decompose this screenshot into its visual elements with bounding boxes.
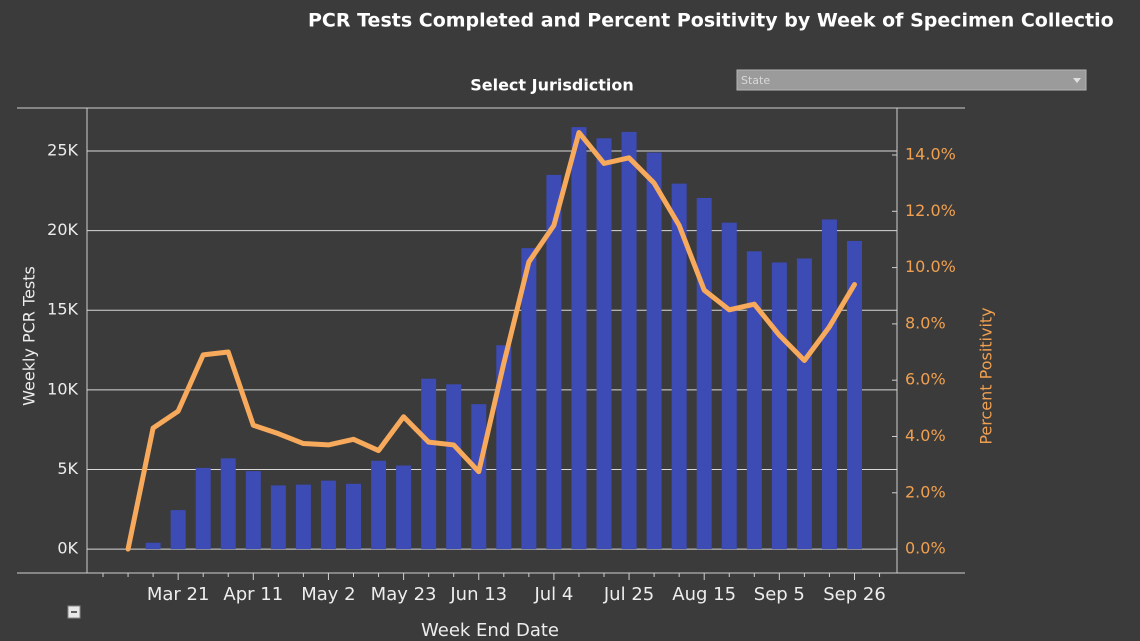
dropdown[interactable]: State [736,69,1087,91]
bar [245,471,261,550]
y-tick-label: 10K [47,379,78,398]
y2-tick-label: 0.0% [905,539,946,558]
x-tick-label: Apr 11 [223,584,283,605]
y-tick-label: 25K [47,140,78,159]
y2-tick-label: 12.0% [905,201,956,220]
y2-tick-label: 6.0% [905,370,946,389]
line [125,129,857,552]
x-tick-label: Mar 21 [147,584,210,605]
y-tick-label: 0K [57,539,78,558]
bar [145,542,161,550]
bar [646,152,662,550]
bar [546,174,562,550]
bar [170,510,186,550]
bar [446,384,462,550]
y2-tick-label: 2.0% [905,482,946,501]
x-axis-title: Week End Date [421,620,559,641]
bar [195,467,211,550]
y2-tick-label: 14.0% [905,145,956,164]
bar [396,465,412,550]
x-tick-label: Aug 15 [672,584,736,605]
bar [270,485,286,550]
bar [371,460,387,550]
bar [320,480,336,550]
bar [671,183,687,550]
chart-title: PCR Tests Completed and Percent Positivi… [308,10,1114,32]
dropdown-arrow [1073,78,1081,83]
y2-tick-label: 4.0% [905,426,946,445]
bar [471,404,487,550]
bar [746,251,762,550]
bar [496,345,512,550]
bar [721,222,737,550]
x-tick-label: Sep 5 [754,584,805,605]
bar [847,240,862,550]
x-tick-label: Jul 4 [533,584,573,605]
bar [346,483,361,550]
bar [621,131,637,550]
bar [771,262,787,550]
y2-tick-label: 10.0% [905,257,956,276]
bar [571,127,587,550]
y-tick-label: 15K [47,300,78,319]
bar [521,248,537,550]
x-tick-label: Jul 25 [603,584,654,605]
bar [796,258,812,550]
y-tick-label: 20K [47,220,78,239]
dropdown-value[interactable]: State [741,74,770,87]
x-tick-label: Sep 26 [823,584,886,605]
x-tick-label: May 2 [301,584,355,605]
collapse-icon[interactable] [67,605,81,619]
bar [696,197,712,550]
y-axis-title: Weekly PCR Tests [20,266,39,406]
bar [596,138,612,550]
y2-tick-label: 8.0% [905,313,946,332]
y-tick-label: 5K [57,459,78,478]
bar [220,458,236,550]
bar [821,219,837,550]
bar [421,378,437,550]
y2-axis-title: Percent Positivity [977,307,996,444]
control-label: Select Jurisdiction [470,76,634,95]
x-tick-label: Jun 13 [449,584,507,605]
bar [295,484,311,550]
dropdown-box[interactable] [736,69,1087,91]
x-tick-label: May 23 [371,584,437,605]
